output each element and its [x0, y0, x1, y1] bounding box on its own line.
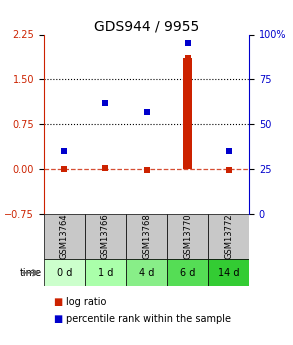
Text: log ratio: log ratio [66, 297, 106, 307]
Text: GSM13772: GSM13772 [224, 214, 233, 259]
Text: ■: ■ [53, 314, 62, 324]
Bar [126, 259, 167, 286]
Text: 0 d: 0 d [57, 268, 72, 278]
Text: 1 d: 1 d [98, 268, 113, 278]
Title: GDS944 / 9955: GDS944 / 9955 [94, 19, 199, 33]
Text: GSM13766: GSM13766 [101, 214, 110, 259]
Text: ■: ■ [53, 297, 62, 307]
Bar [44, 214, 85, 259]
Bar [208, 259, 249, 286]
Text: GSM13764: GSM13764 [60, 214, 69, 259]
Bar [167, 214, 208, 259]
Bar [44, 259, 85, 286]
Bar [167, 259, 208, 286]
Text: GSM13768: GSM13768 [142, 214, 151, 259]
Text: 14 d: 14 d [218, 268, 239, 278]
Text: time: time [19, 268, 42, 278]
Text: 6 d: 6 d [180, 268, 195, 278]
Bar [208, 214, 249, 259]
Bar [126, 214, 167, 259]
Bar [85, 259, 126, 286]
Text: 4 d: 4 d [139, 268, 154, 278]
Bar [183, 58, 192, 169]
Bar [85, 214, 126, 259]
Text: GSM13770: GSM13770 [183, 214, 192, 259]
Text: percentile rank within the sample: percentile rank within the sample [66, 314, 231, 324]
